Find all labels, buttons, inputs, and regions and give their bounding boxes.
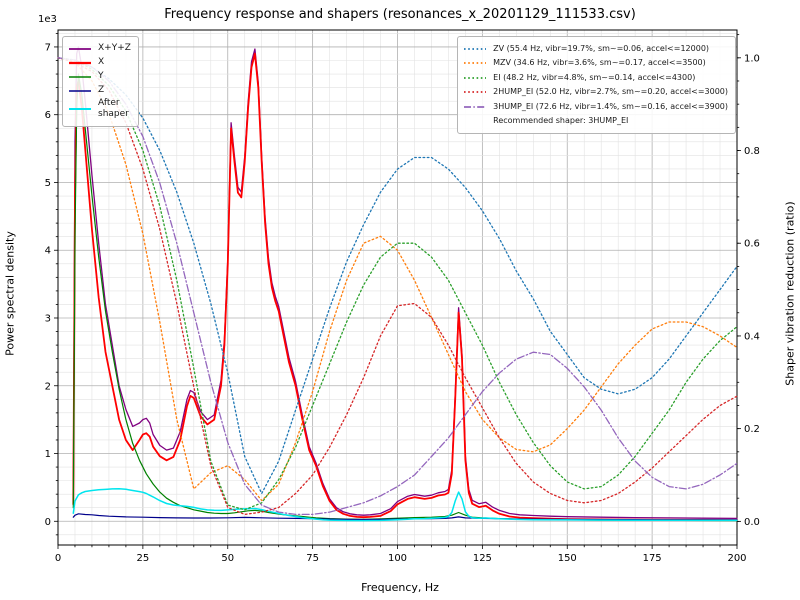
legend-item-zv: ZV (55.4 Hz, vibr=19.7%, sm~=0.06, accel… bbox=[463, 42, 728, 56]
y-axis-label-right: Shaper vibration reduction (ratio) bbox=[783, 201, 797, 386]
tick-label: 1.0 bbox=[744, 53, 760, 64]
legend-label: After shaper bbox=[98, 98, 129, 120]
tick-label: 25 bbox=[137, 553, 150, 564]
line-sample-icon bbox=[464, 76, 487, 79]
tick-label: 6 bbox=[45, 110, 51, 121]
line-sample-icon bbox=[464, 91, 487, 94]
legend-label: X+Y+Z bbox=[98, 42, 131, 53]
tick-label: 1e3 bbox=[38, 14, 57, 25]
x-axis-label: Frequency, Hz bbox=[361, 581, 439, 594]
legend-label: MZV (34.6 Hz, vibr=3.6%, sm~=0.17, accel… bbox=[493, 58, 706, 68]
tick-label: 2 bbox=[45, 381, 51, 392]
tick-label: 175 bbox=[643, 553, 662, 564]
tick-label: 3 bbox=[45, 313, 51, 324]
series-after-shaper bbox=[72, 488, 738, 522]
line-sample-icon bbox=[69, 89, 91, 92]
legend-label: X bbox=[98, 56, 105, 67]
legend-label: 2HUMP_EI (52.0 Hz, vibr=2.7%, sm~=0.20, … bbox=[493, 87, 728, 97]
plot-frame bbox=[57, 29, 738, 546]
tick-label: 0 bbox=[55, 553, 61, 564]
legend-shapers: ZV (55.4 Hz, vibr=19.7%, sm~=0.06, accel… bbox=[457, 36, 736, 134]
legend-label: 3HUMP_EI (72.6 Hz, vibr=1.4%, sm~=0.16, … bbox=[493, 101, 728, 111]
tick-label: 0.0 bbox=[744, 517, 760, 528]
legend-item-ei: EI (48.2 Hz, vibr=4.8%, sm~=0.14, accel<… bbox=[463, 71, 728, 85]
legend-label: Y bbox=[98, 70, 104, 81]
legend-psd: X+Y+Z X Y Z After shaper bbox=[62, 36, 139, 127]
series-mzv bbox=[57, 57, 738, 502]
series-x bbox=[72, 52, 738, 521]
legend-label: Recommended shaper: 3HUMP_EI bbox=[493, 116, 629, 126]
legend-item-recommended-shaper: Recommended shaper: 3HUMP_EI bbox=[463, 115, 728, 129]
legend-label: Z bbox=[98, 84, 105, 95]
y-axis-label-left: Power spectral density bbox=[3, 231, 17, 356]
tick-label: 0 bbox=[45, 517, 51, 528]
series-2hump-ei bbox=[57, 57, 738, 516]
line-sample-icon bbox=[464, 105, 487, 108]
legend-item-2hump-ei: 2HUMP_EI (52.0 Hz, vibr=2.7%, sm~=0.20, … bbox=[463, 86, 728, 100]
line-sample-icon bbox=[69, 108, 91, 111]
legend-item-y: Y bbox=[68, 70, 131, 83]
legend-item-after-shaper: After shaper bbox=[68, 98, 131, 121]
legend-item-z: Z bbox=[68, 84, 131, 97]
legend-item-x: X bbox=[68, 56, 131, 69]
tick-label: 0.8 bbox=[744, 146, 760, 157]
tick-label: 50 bbox=[221, 553, 234, 564]
tick-label: 7 bbox=[45, 42, 51, 53]
legend-item-3hump-ei: 3HUMP_EI (72.6 Hz, vibr=1.4%, sm~=0.16, … bbox=[463, 100, 728, 114]
tick-label: 0.4 bbox=[744, 331, 760, 342]
line-sample-icon bbox=[69, 47, 91, 50]
chart-title: Frequency response and shapers (resonanc… bbox=[164, 7, 636, 22]
tick-label: 0.6 bbox=[744, 239, 760, 250]
tick-label: 100 bbox=[388, 553, 407, 564]
tick-label: 125 bbox=[473, 553, 492, 564]
series-3hump-ei bbox=[57, 57, 738, 516]
series-zv bbox=[57, 57, 738, 495]
legend-label: ZV (55.4 Hz, vibr=19.7%, sm~=0.06, accel… bbox=[493, 43, 710, 53]
tick-label: 150 bbox=[558, 553, 577, 564]
tick-label: 5 bbox=[45, 178, 51, 189]
tick-label: 1 bbox=[45, 449, 51, 460]
tick-label: 200 bbox=[727, 553, 746, 564]
legend-label: EI (48.2 Hz, vibr=4.8%, sm~=0.14, accel<… bbox=[493, 72, 696, 82]
line-sample-icon bbox=[69, 61, 91, 64]
tick-label: 0.2 bbox=[744, 424, 760, 435]
series-ei bbox=[57, 57, 738, 511]
tick-label: 75 bbox=[306, 553, 319, 564]
series-y bbox=[72, 73, 738, 522]
line-sample-icon bbox=[464, 62, 487, 65]
blank-icon bbox=[463, 116, 487, 126]
tick-label: 4 bbox=[45, 246, 51, 257]
line-sample-icon bbox=[464, 47, 487, 50]
line-sample-icon bbox=[69, 75, 91, 78]
legend-item-mzv: MZV (34.6 Hz, vibr=3.6%, sm~=0.17, accel… bbox=[463, 57, 728, 71]
legend-item-x-y-z: X+Y+Z bbox=[68, 42, 131, 55]
